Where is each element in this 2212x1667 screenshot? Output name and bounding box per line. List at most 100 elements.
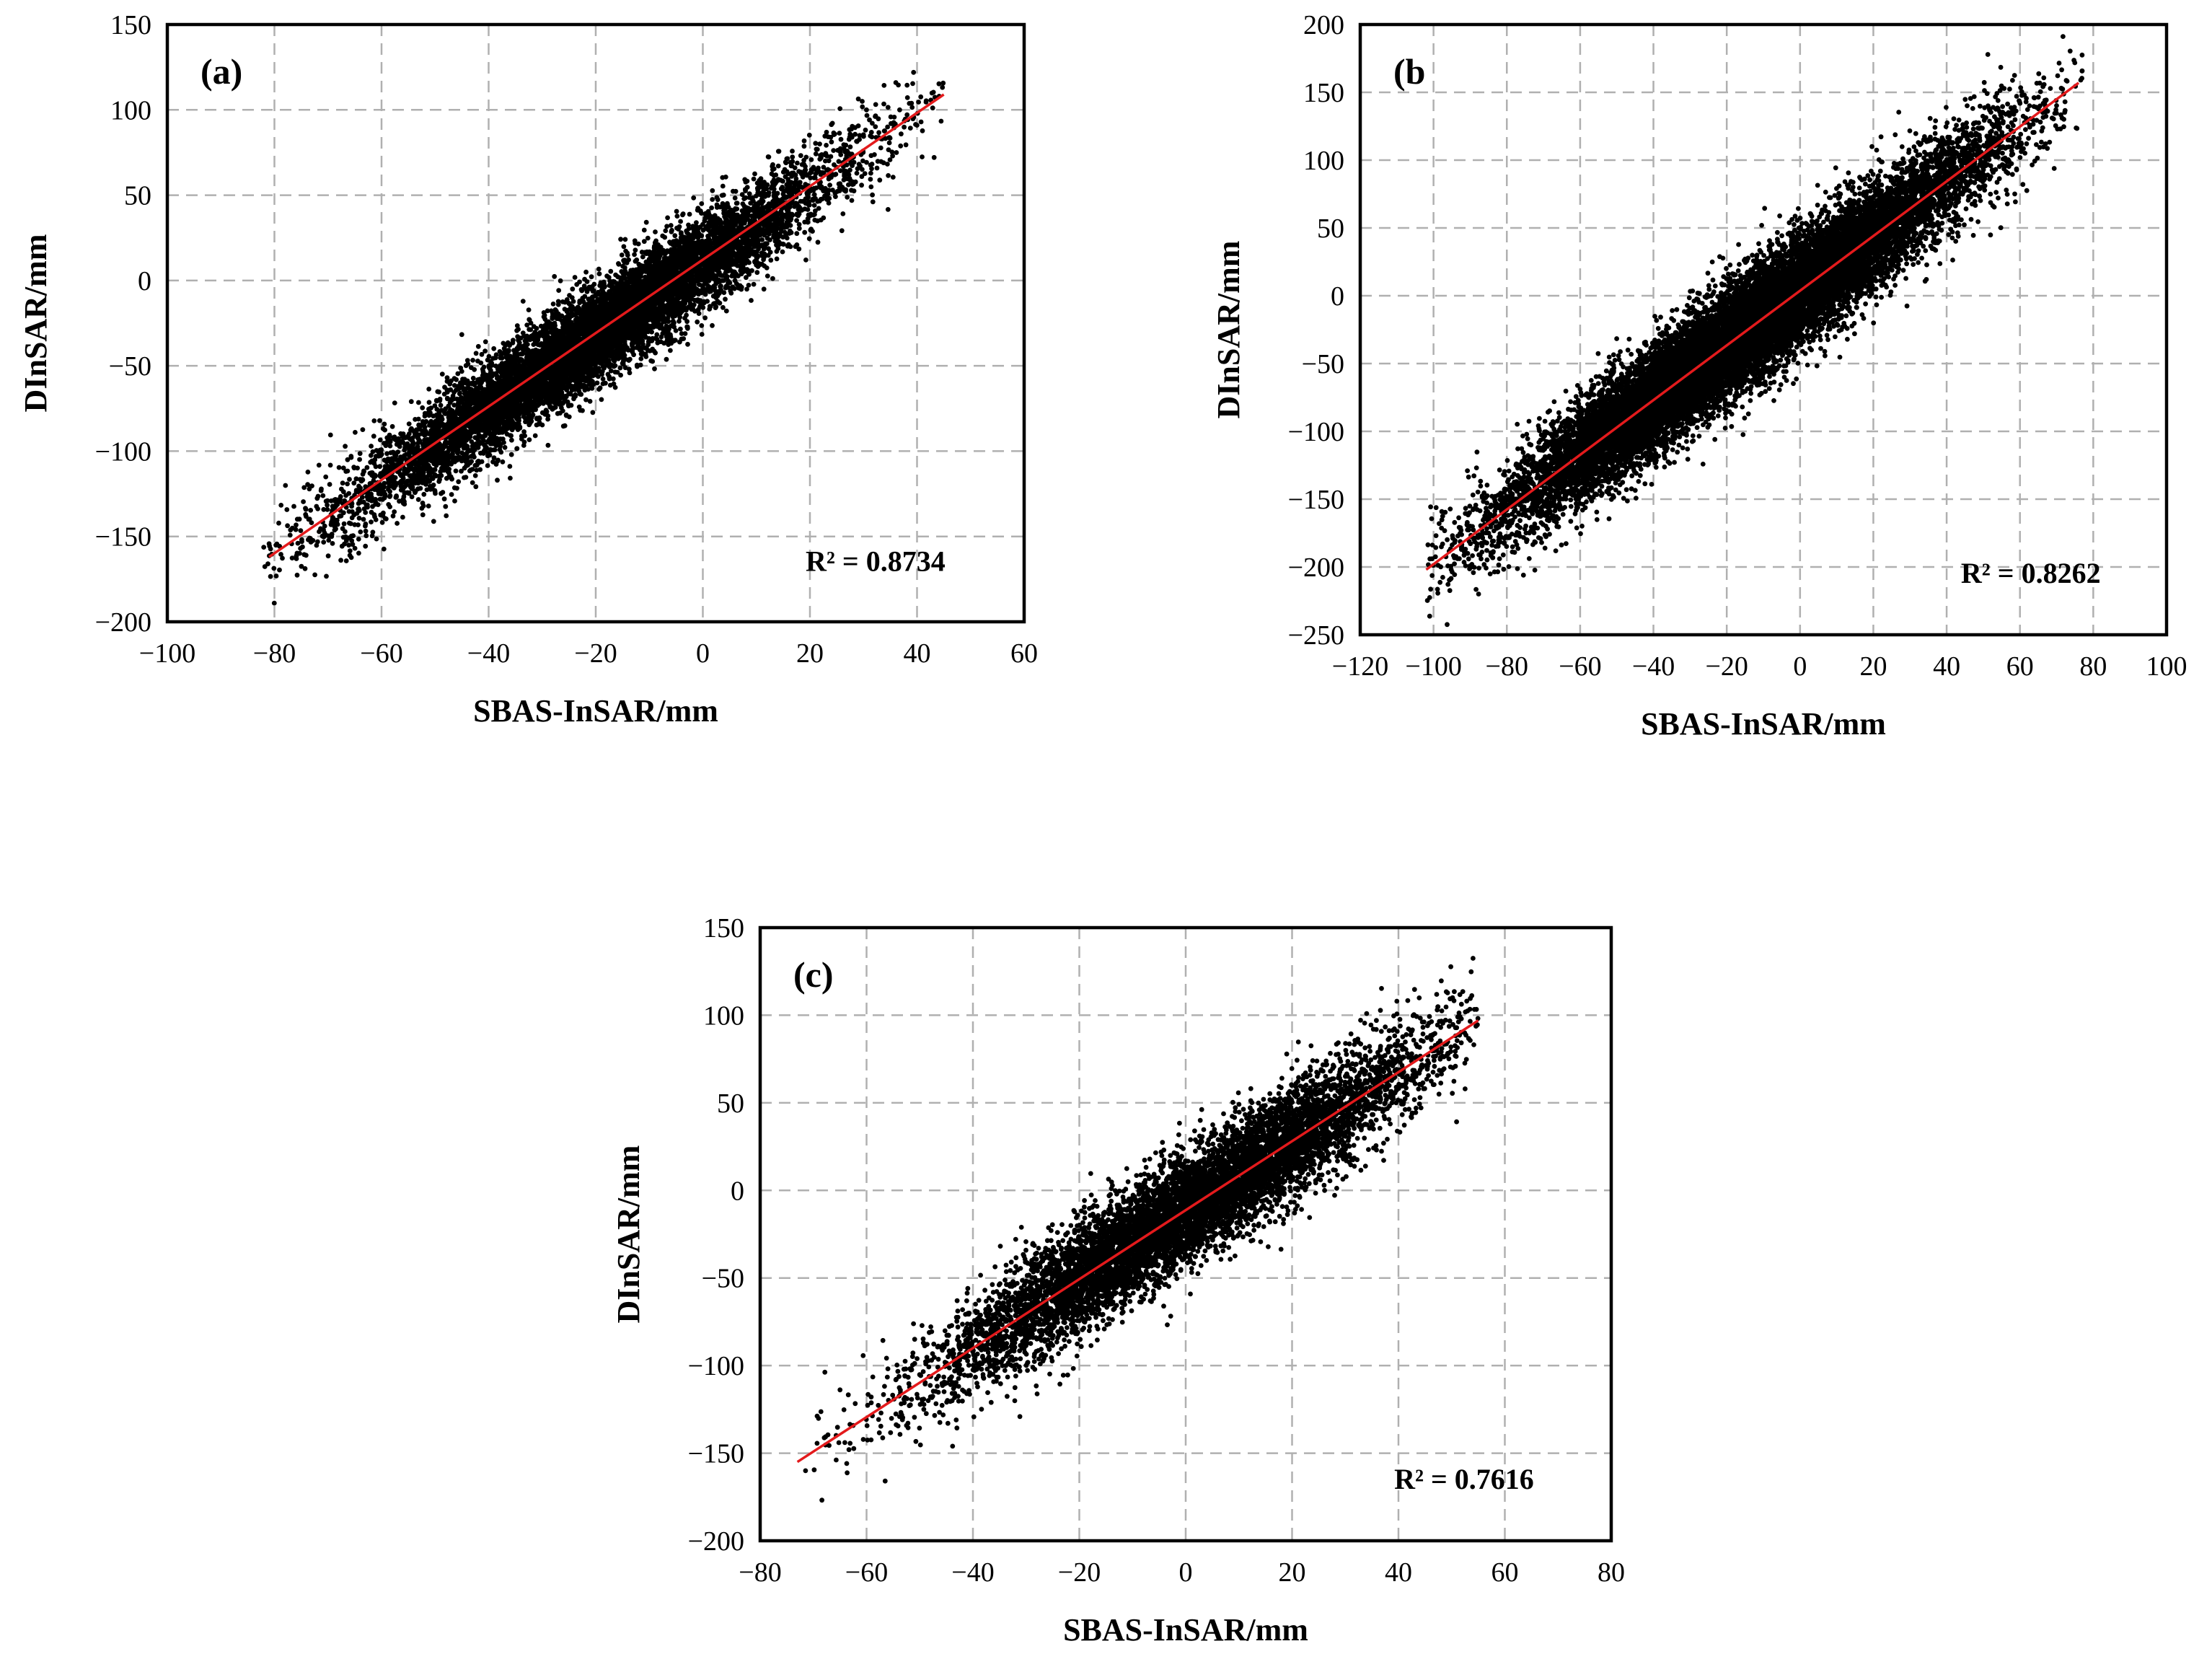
scatter-point — [627, 370, 633, 376]
scatter-point — [775, 149, 781, 154]
scatter-point — [452, 498, 457, 503]
scatter-point — [301, 499, 306, 504]
scatter-point — [632, 252, 637, 258]
scatter-point — [641, 239, 647, 245]
scatter-point — [495, 478, 500, 483]
scatter-point — [271, 566, 277, 571]
scatter-point — [886, 140, 892, 146]
scatter-point — [308, 508, 314, 513]
scatter-point — [315, 493, 321, 499]
scatter-point — [770, 276, 775, 281]
scatter-point — [369, 444, 374, 449]
scatter-point — [746, 191, 752, 196]
scatter-point — [542, 411, 548, 417]
scatter-point — [343, 558, 349, 563]
scatter-point — [878, 145, 884, 151]
scatter-point — [775, 163, 781, 169]
scatter-point — [605, 371, 611, 377]
scatter-point — [808, 157, 814, 162]
scatter-point — [600, 377, 606, 382]
scatter-point — [653, 229, 658, 234]
scatter-point — [563, 413, 569, 418]
scatter-point — [587, 399, 593, 404]
scatter-point — [345, 457, 351, 462]
scatter-point — [526, 307, 532, 312]
scatter-point — [715, 197, 721, 203]
scatter-point — [812, 217, 818, 223]
scatter-point — [860, 104, 865, 110]
scatter-point — [911, 69, 917, 75]
scatter-point — [904, 82, 910, 88]
scatter-point — [727, 280, 733, 286]
scatter-point — [836, 159, 842, 164]
scatter-point — [596, 271, 602, 276]
scatter-point — [321, 540, 327, 545]
scatter-point — [508, 433, 514, 439]
scatter-point — [473, 351, 479, 356]
scatter-point — [574, 282, 580, 287]
scatter-point — [562, 423, 568, 428]
scatter-point — [416, 400, 421, 405]
scatter-point — [663, 228, 669, 234]
scatter-point — [572, 275, 578, 280]
scatter-point — [852, 179, 858, 185]
scatter-point — [393, 495, 399, 500]
scatter-point — [847, 167, 852, 173]
scatter-point — [664, 224, 669, 229]
scatter-point — [438, 403, 444, 408]
scatter-point — [387, 493, 393, 498]
scatter-point — [896, 82, 901, 88]
scatter-point — [920, 154, 925, 159]
scatter-point — [323, 474, 329, 480]
scatter-point — [320, 493, 326, 498]
scatter-point — [764, 235, 770, 241]
scatter-point — [610, 376, 616, 382]
scatter-point — [459, 468, 464, 474]
scatter-point — [582, 276, 587, 282]
scatter-point — [618, 237, 623, 242]
scatter-point — [570, 286, 576, 292]
scatter-point — [431, 519, 436, 524]
scatter-point — [324, 573, 329, 579]
scatter-point — [902, 124, 907, 130]
scatter-point — [806, 132, 812, 138]
scatter-point — [849, 198, 855, 203]
scatter-point — [347, 477, 352, 482]
scatter-point — [699, 323, 705, 328]
scatter-point — [813, 141, 819, 146]
scatter-point — [845, 195, 850, 200]
scatter-point — [381, 546, 387, 552]
scatter-point — [612, 384, 618, 390]
scatter-point — [749, 196, 754, 201]
scatter-point — [622, 237, 628, 242]
scatter-point — [363, 533, 369, 539]
scatter-point — [702, 315, 708, 321]
scatter-point — [876, 130, 881, 136]
scatter-point — [453, 468, 459, 474]
scatter-point — [283, 483, 288, 488]
scatter-point — [860, 99, 865, 104]
scatter-point — [824, 143, 829, 148]
scatter-point — [808, 175, 814, 181]
scatter-point — [680, 211, 686, 216]
scatter-point — [780, 241, 785, 247]
scatter-point — [426, 387, 432, 392]
scatter-point — [508, 475, 513, 481]
scatter-point — [633, 247, 638, 253]
scatter-point — [363, 528, 369, 534]
scatter-point — [356, 537, 361, 542]
scatter-point — [904, 95, 910, 100]
scatter-point — [870, 199, 876, 205]
scatter-point — [360, 427, 366, 432]
scatter-point — [368, 453, 374, 458]
scatter-point — [356, 522, 361, 527]
scatter-point — [382, 427, 387, 433]
scatter-point — [406, 421, 412, 426]
scatter-point — [678, 219, 683, 224]
scatter-point — [470, 480, 475, 485]
scatter-point — [591, 281, 597, 287]
scatter-point — [556, 288, 562, 293]
scatter-point — [721, 304, 726, 310]
scatter-point — [387, 443, 393, 449]
